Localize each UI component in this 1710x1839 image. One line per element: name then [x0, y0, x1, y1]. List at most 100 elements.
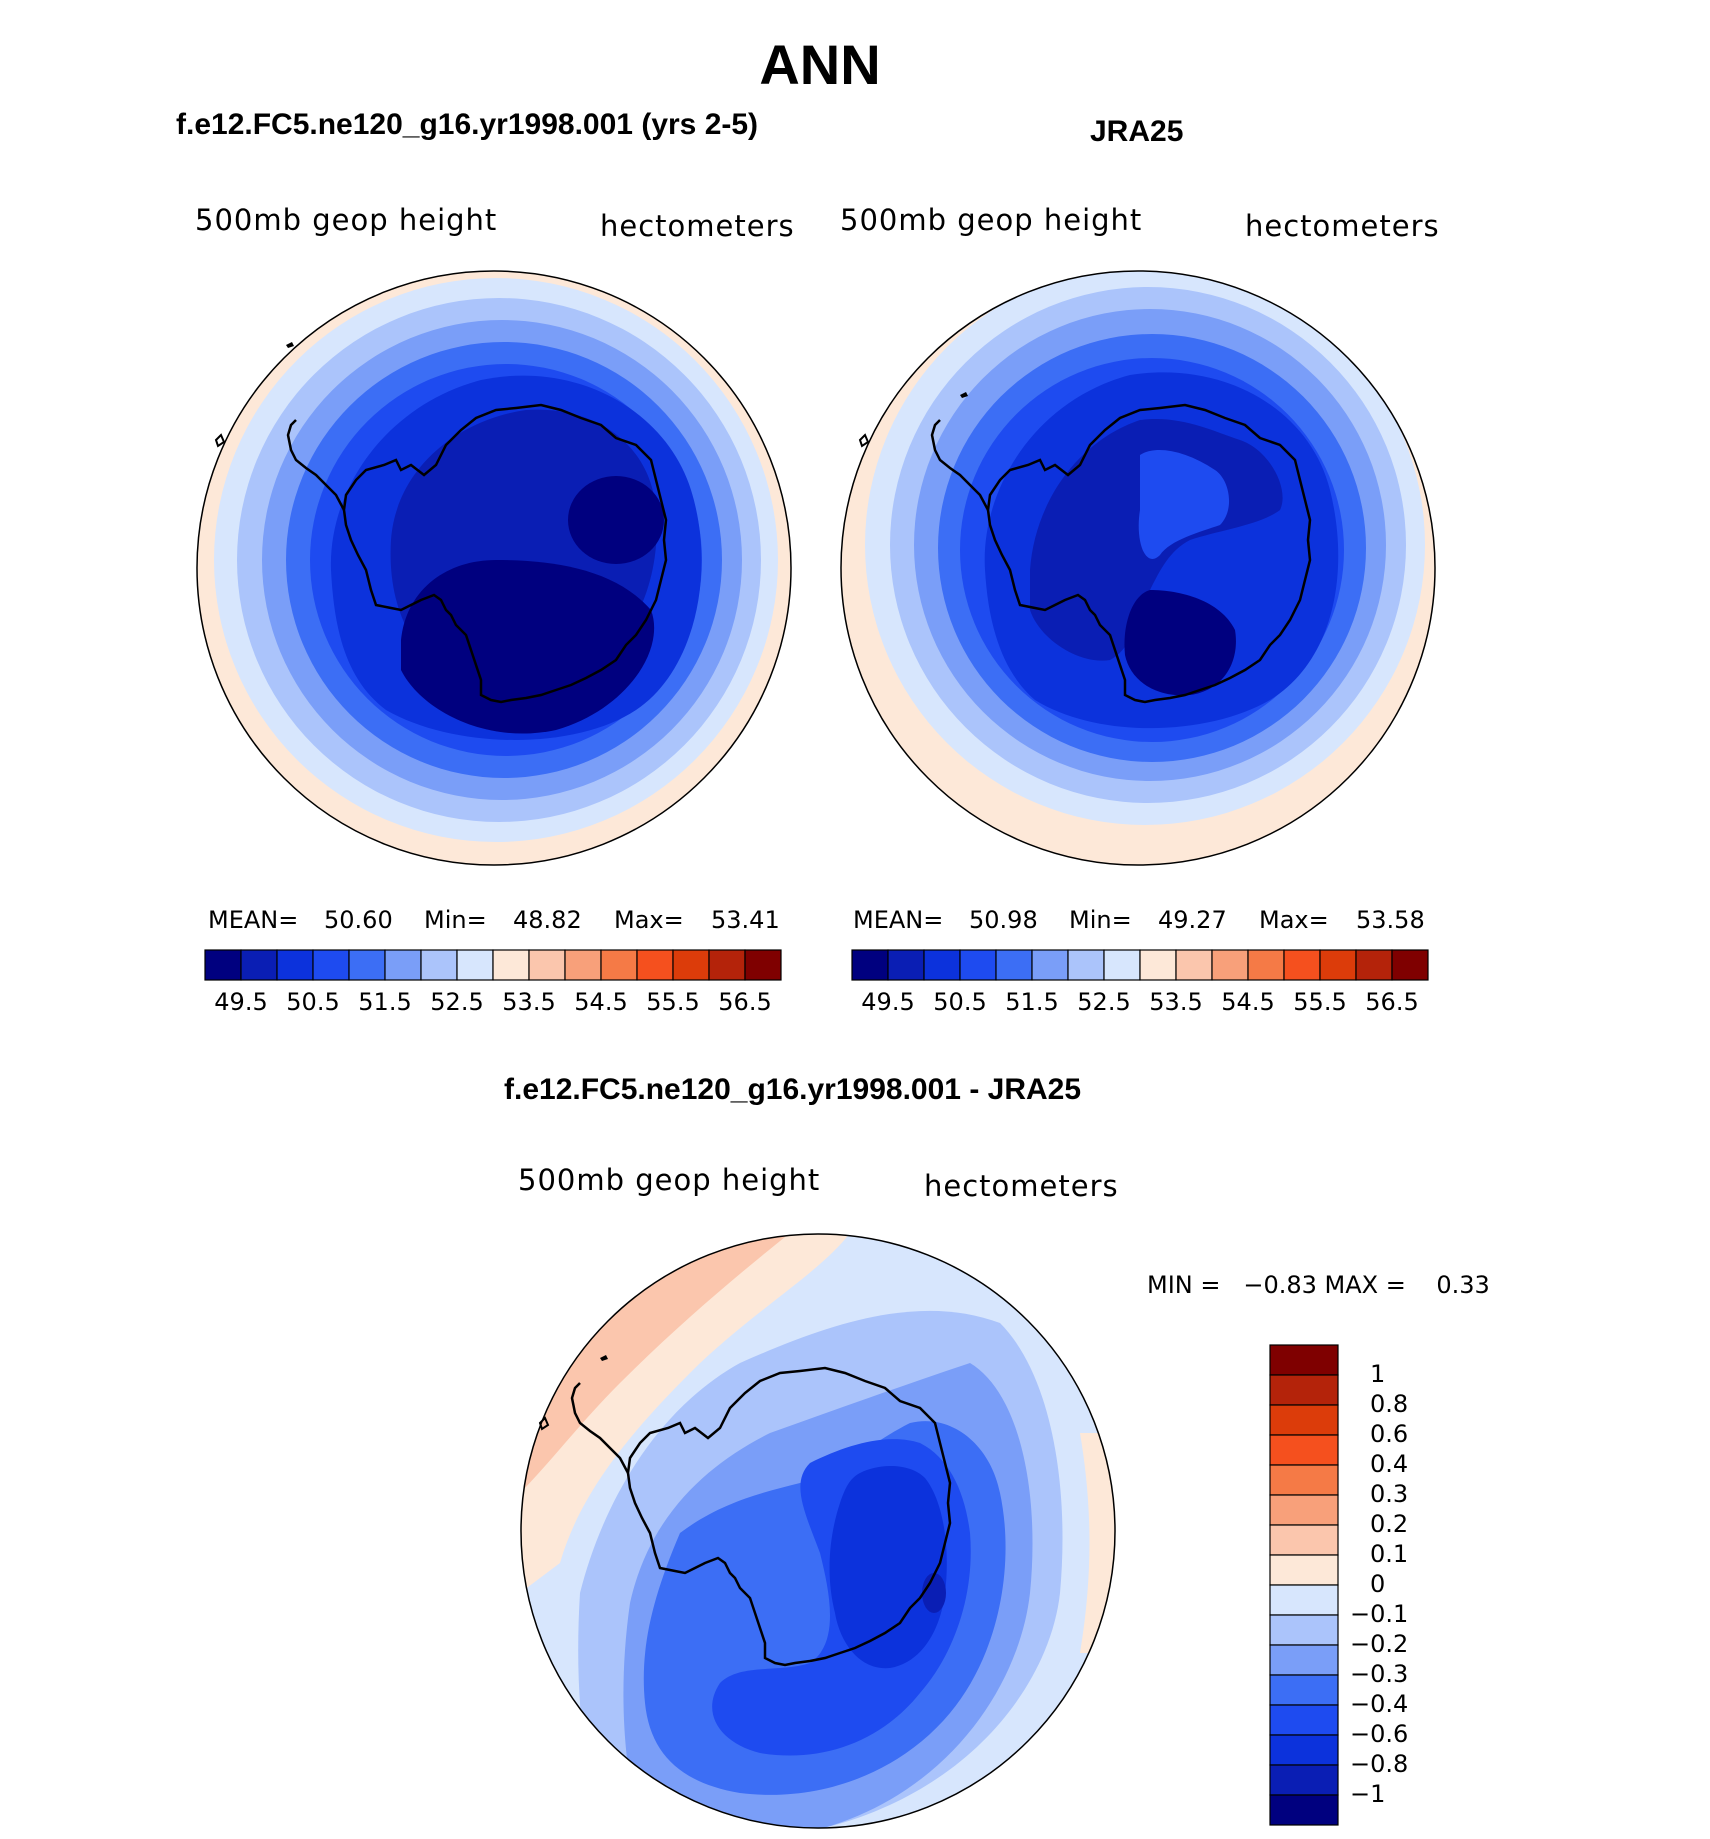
contour-band — [829, 1466, 947, 1669]
panel-diff-colorbar-swatch — [1269, 1614, 1339, 1646]
panel-right-colorbar-swatch — [959, 949, 997, 981]
panel-right-colorbar — [851, 949, 1429, 981]
island — [214, 433, 226, 448]
panel-left-colorbar-tick-label: 50.5 — [286, 988, 340, 1016]
panel-diff-colorbar-swatch — [1269, 1644, 1339, 1676]
panel-diff-colorbar-tick-label: 0.1 — [1370, 1540, 1409, 1568]
panel-diff-colorbar-swatch — [1269, 1524, 1339, 1556]
panel-right-colorbar-swatch — [851, 949, 889, 981]
panel-right-colorbar-swatch — [923, 949, 961, 981]
panel-left-colorbar-tick-label: 53.5 — [502, 988, 556, 1016]
panel-diff-colorbar-swatch — [1269, 1434, 1339, 1466]
map-boundary — [840, 270, 1436, 866]
panel-right-colorbar-swatch — [1355, 949, 1393, 981]
panel-diff-colorbar-swatch — [1269, 1464, 1339, 1496]
panel-left-colorbar-tick-label: 56.5 — [718, 988, 772, 1016]
panel-left-colorbar-swatch — [744, 949, 782, 981]
panel-left-colorbar-swatch — [600, 949, 638, 981]
panel-right-colorbar-swatch — [1139, 949, 1177, 981]
panel-right-colorbar-tick-label: 54.5 — [1221, 988, 1275, 1016]
panel-right-variable-label: 500mb geop height — [840, 203, 1143, 237]
island — [858, 433, 870, 448]
panel-left-colorbar-swatch — [312, 949, 350, 981]
panel-right-colorbar-tick-label: 52.5 — [1077, 988, 1131, 1016]
contour-band — [568, 476, 664, 564]
panel-diff-colorbar-tick-label: 0.8 — [1370, 1390, 1409, 1418]
panel-left-colorbar-swatch — [564, 949, 602, 981]
panel-right-units-label: hectometers — [1245, 209, 1440, 243]
panel-diff-colorbar-tick-label: 0.3 — [1370, 1480, 1409, 1508]
antarctica-coastline — [626, 1366, 952, 1667]
panel-left-colorbar-swatch — [636, 949, 674, 981]
island — [600, 1355, 608, 1361]
panel-right-min-value: 49.27 — [1158, 906, 1227, 934]
panel-left-colorbar — [204, 949, 782, 981]
panel-right-colorbar-swatch — [1031, 949, 1069, 981]
panel-diff-colorbar-swatch — [1269, 1764, 1339, 1796]
panel-left-colorbar-swatch — [672, 949, 710, 981]
panel-diff-colorbar-tick-label: 1 — [1370, 1360, 1386, 1388]
panel-diff-colorbar-swatch — [1269, 1584, 1339, 1616]
panel-left-colorbar-tick-label: 54.5 — [574, 988, 628, 1016]
island — [286, 342, 294, 348]
figure-title: ANN — [759, 33, 881, 96]
panel-right-map — [840, 270, 1436, 866]
panel-left-colorbar-swatch — [528, 949, 566, 981]
panel-right-colorbar-swatch — [1391, 949, 1429, 981]
panel-left-units-label: hectometers — [600, 209, 795, 243]
antarctic-peninsula — [570, 1382, 630, 1474]
panel-diff-colorbar-tick-label: −0.8 — [1350, 1750, 1409, 1778]
panel-diff-colorbar-tick-label: −0.4 — [1350, 1690, 1409, 1718]
panel-right-colorbar-swatch — [1283, 949, 1321, 981]
panel-left-colorbar-swatch — [708, 949, 746, 981]
panel-right-max-label: Max= — [1259, 906, 1329, 934]
panel-left-colorbar-tick-label: 55.5 — [646, 988, 700, 1016]
panel-left-colorbar-swatch — [240, 949, 278, 981]
panel-right-subtitle: JRA25 — [1090, 115, 1184, 148]
panel-diff-variable-label: 500mb geop height — [518, 1163, 821, 1197]
panel-diff-colorbar-swatch — [1269, 1494, 1339, 1526]
panel-right-colorbar-swatch — [1319, 949, 1357, 981]
panel-right-colorbar-tick-label: 50.5 — [933, 988, 987, 1016]
antarctic-peninsula — [286, 419, 346, 511]
panel-right-colorbar-tick-label: 53.5 — [1149, 988, 1203, 1016]
panel-left-colorbar-swatch — [276, 949, 314, 981]
panel-diff-colorbar-tick-label: −0.2 — [1350, 1630, 1409, 1658]
panel-diff-colorbar-tick-label: 0 — [1370, 1570, 1386, 1598]
panel-left-mean-value: 50.60 — [324, 906, 393, 934]
panel-left-colorbar-swatch — [204, 949, 242, 981]
antarctic-peninsula — [930, 419, 990, 511]
panel-right-colorbar-tick-label: 49.5 — [861, 988, 915, 1016]
panel-diff-colorbar-tick-label: 0.6 — [1370, 1420, 1409, 1448]
panel-left-min-label: Min= — [424, 906, 487, 934]
panel-right-colorbar-swatch — [1175, 949, 1213, 981]
panel-left-mean-label: MEAN= — [208, 906, 299, 934]
map-boundary — [196, 270, 792, 866]
panel-right-max-value: 53.58 — [1356, 906, 1425, 934]
panel-right-colorbar-swatch — [1103, 949, 1141, 981]
panel-diff-colorbar-swatch — [1269, 1704, 1339, 1736]
panel-left-colorbar-swatch — [456, 949, 494, 981]
antarctica-coastline — [342, 403, 668, 704]
panel-diff-colorbar-tick-label: −1 — [1350, 1780, 1386, 1808]
panel-right-colorbar-tick-label: 55.5 — [1293, 988, 1347, 1016]
panel-diff-colorbar-tick-label: 0.2 — [1370, 1510, 1409, 1538]
panel-diff-colorbar-swatch — [1269, 1404, 1339, 1436]
panel-right-colorbar-swatch — [1067, 949, 1105, 981]
panel-diff-colorbar-swatch — [1269, 1734, 1339, 1766]
panel-left-max-label: Max= — [614, 906, 684, 934]
panel-right-min-label: Min= — [1069, 906, 1132, 934]
panel-diff-colorbar-swatch — [1269, 1794, 1339, 1826]
contour-band — [1124, 590, 1236, 696]
island — [960, 392, 968, 398]
panel-left-map — [196, 270, 792, 866]
panel-left-subtitle: f.e12.FC5.ne120_g16.yr1998.001 (yrs 2-5) — [176, 108, 759, 141]
contour-band — [922, 1573, 946, 1613]
panel-diff-colorbar — [1269, 1344, 1339, 1826]
panel-left-colorbar-swatch — [348, 949, 386, 981]
panel-diff-colorbar-swatch — [1269, 1344, 1339, 1376]
panel-left-colorbar-tick-label: 51.5 — [358, 988, 412, 1016]
panel-right-colorbar-tick-label: 51.5 — [1005, 988, 1059, 1016]
panel-left-min-value: 48.82 — [513, 906, 582, 934]
panel-diff-colorbar-swatch — [1269, 1374, 1339, 1406]
